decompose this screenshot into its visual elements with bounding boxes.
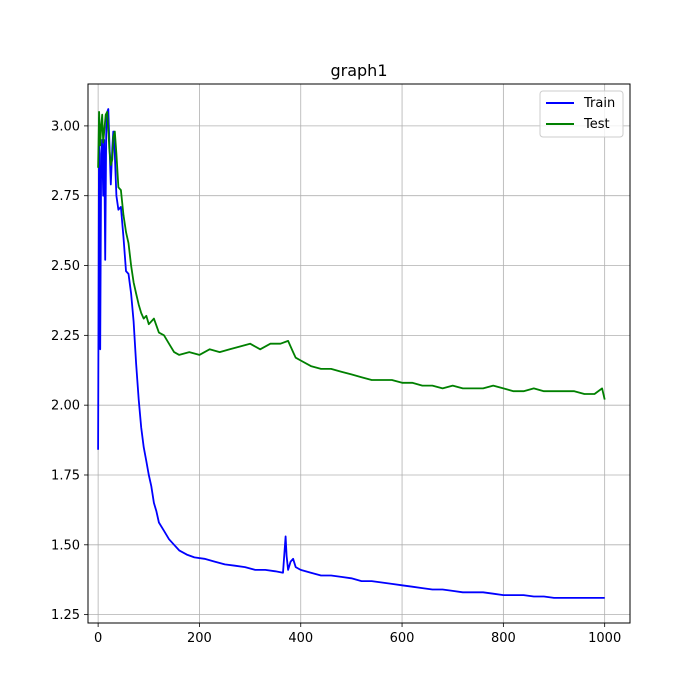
y-tick-label: 2.25 bbox=[51, 329, 80, 344]
y-tick-label: 2.00 bbox=[51, 399, 80, 414]
grid-lines bbox=[88, 84, 630, 623]
y-tick-label: 2.75 bbox=[51, 189, 80, 204]
y-tick-label: 1.75 bbox=[51, 468, 80, 483]
chart-title: graph1 bbox=[330, 61, 387, 80]
x-tick-label: 1000 bbox=[588, 631, 621, 646]
plot-frame bbox=[87, 83, 631, 624]
series-line-test bbox=[97, 111, 606, 400]
y-axis: 1.25 1.50 1.75 2.00 2.25 2.50 2.75 3.00 bbox=[51, 119, 88, 623]
x-tick-label: 800 bbox=[491, 631, 516, 646]
y-tick-label: 2.50 bbox=[51, 259, 80, 274]
x-tick-label: 200 bbox=[187, 631, 212, 646]
x-tick-label: 0 bbox=[94, 631, 102, 646]
y-tick-label: 3.00 bbox=[51, 119, 80, 134]
x-tick-label: 600 bbox=[390, 631, 415, 646]
y-tick-label: 1.25 bbox=[51, 608, 80, 623]
legend-label-train: Train bbox=[583, 96, 615, 111]
legend: Train Test bbox=[539, 90, 624, 138]
y-tick-label: 1.50 bbox=[51, 538, 80, 553]
series-layer bbox=[97, 108, 606, 599]
x-axis: 0 200 400 600 800 1000 bbox=[94, 623, 621, 646]
legend-label-test: Test bbox=[583, 117, 610, 132]
x-tick-label: 400 bbox=[288, 631, 313, 646]
